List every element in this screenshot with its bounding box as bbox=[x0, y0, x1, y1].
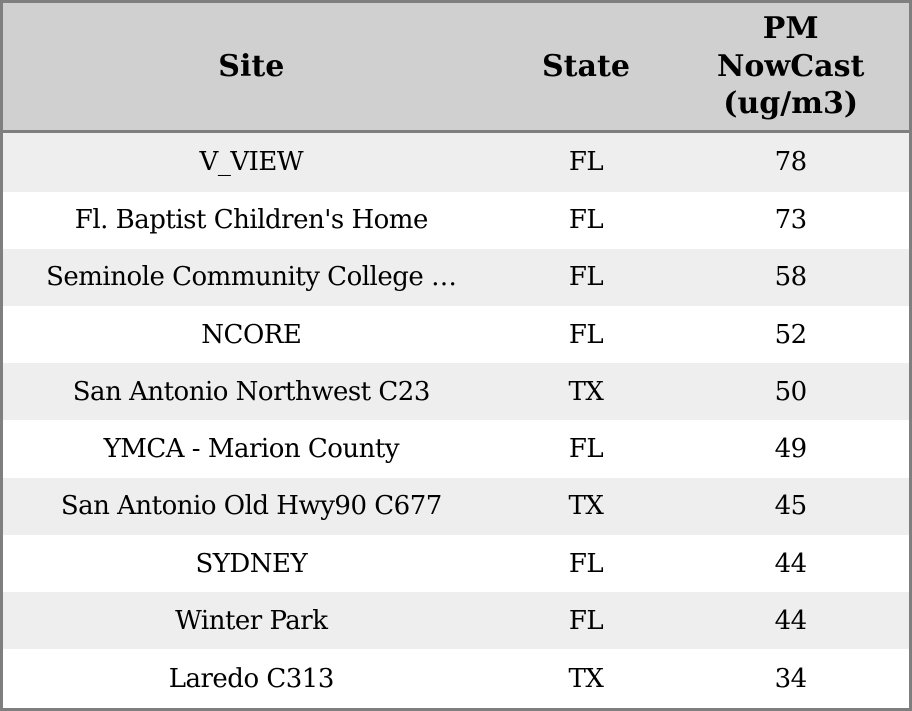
state-cell: TX bbox=[499, 477, 673, 535]
table-row: San Antonio Northwest C23 TX 50 bbox=[1, 363, 911, 421]
table-row: Fl. Baptist Children's Home FL 73 bbox=[1, 191, 911, 249]
table-row: YMCA - Marion County FL 49 bbox=[1, 420, 911, 478]
pm-nowcast-cell: 58 bbox=[672, 248, 911, 307]
site-cell: V_VIEW bbox=[1, 131, 500, 192]
state-cell: FL bbox=[499, 534, 673, 593]
state-cell: TX bbox=[499, 649, 673, 710]
table-row: Seminole Community College … FL 58 bbox=[1, 248, 911, 307]
site-cell: San Antonio Old Hwy90 C677 bbox=[1, 477, 500, 535]
pm-nowcast-cell: 44 bbox=[672, 592, 911, 650]
state-cell: FL bbox=[499, 306, 673, 364]
site-cell: Seminole Community College … bbox=[1, 248, 500, 307]
state-cell: FL bbox=[499, 248, 673, 307]
state-cell: FL bbox=[499, 131, 673, 192]
column-header-pm-nowcast: PM NowCast (ug/m3) bbox=[672, 1, 911, 133]
column-header-site: Site bbox=[1, 1, 500, 133]
state-cell: FL bbox=[499, 191, 673, 249]
state-cell: TX bbox=[499, 363, 673, 421]
site-cell: Laredo C313 bbox=[1, 649, 500, 710]
pm-nowcast-cell: 50 bbox=[672, 363, 911, 421]
pm-nowcast-cell: 44 bbox=[672, 534, 911, 593]
header-row: Site State PM NowCast (ug/m3) bbox=[1, 1, 911, 133]
site-cell: San Antonio Northwest C23 bbox=[1, 363, 500, 421]
site-cell: NCORE bbox=[1, 306, 500, 364]
pm-nowcast-cell: 49 bbox=[672, 420, 911, 478]
state-cell: FL bbox=[499, 592, 673, 650]
table-row: Laredo C313 TX 34 bbox=[1, 649, 911, 710]
table-row: NCORE FL 52 bbox=[1, 306, 911, 364]
table-row: V_VIEW FL 78 bbox=[1, 131, 911, 192]
pm-nowcast-cell: 45 bbox=[672, 477, 911, 535]
pm-nowcast-cell: 73 bbox=[672, 191, 911, 249]
pm-nowcast-cell: 52 bbox=[672, 306, 911, 364]
table-row: San Antonio Old Hwy90 C677 TX 45 bbox=[1, 477, 911, 535]
table-row: Winter Park FL 44 bbox=[1, 592, 911, 650]
column-header-state: State bbox=[499, 1, 673, 133]
site-cell: SYDNEY bbox=[1, 534, 500, 593]
site-cell: Winter Park bbox=[1, 592, 500, 650]
pm-nowcast-cell: 78 bbox=[672, 131, 911, 192]
site-cell: YMCA - Marion County bbox=[1, 420, 500, 478]
pm-nowcast-cell: 34 bbox=[672, 649, 911, 710]
table-row: SYDNEY FL 44 bbox=[1, 534, 911, 593]
site-cell: Fl. Baptist Children's Home bbox=[1, 191, 500, 249]
state-cell: FL bbox=[499, 420, 673, 478]
